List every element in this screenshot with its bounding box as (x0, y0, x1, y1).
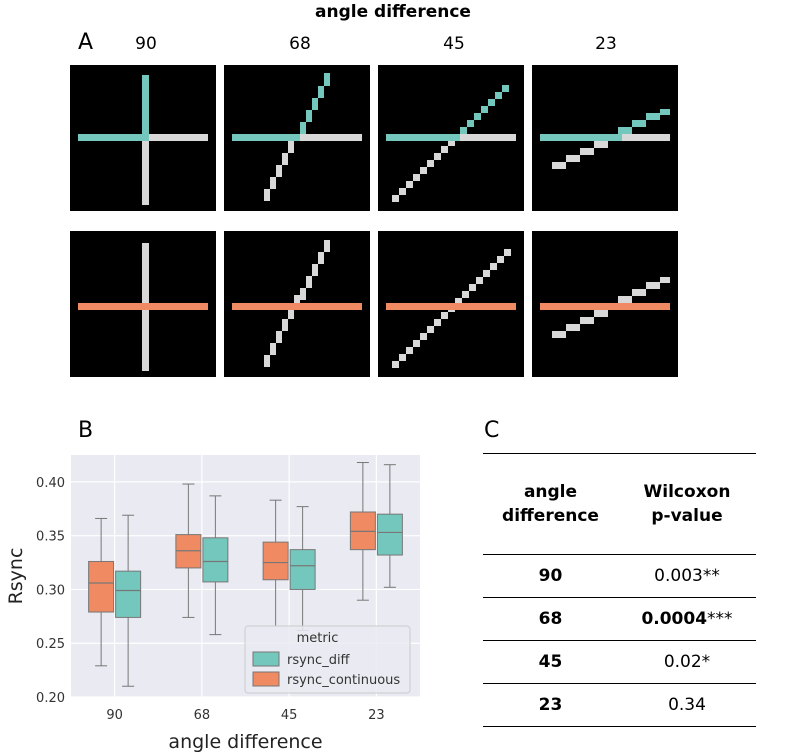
header-angle-difference: angle difference (483, 454, 618, 555)
table-row: 23 0.34 (483, 684, 756, 727)
legend-label-rsync_continuous: rsync_continuous (287, 673, 400, 688)
legend-title: metric (297, 631, 339, 646)
box-rsync_continuous (262, 541, 289, 581)
header-col1-line2: difference (502, 506, 599, 526)
row-pvalue: 0.34 (618, 684, 756, 727)
legend-swatch-rsync_diff (252, 651, 280, 667)
pvalue-text: 0.0004 (641, 609, 708, 629)
tile-row1-68 (224, 65, 370, 211)
y-tick-label: 0.40 (36, 476, 65, 491)
teal-stair-line (386, 85, 509, 141)
x-tick-label: 68 (194, 708, 211, 723)
table-row: 45 0.02* (483, 641, 756, 684)
table-row: 90 0.003** (483, 555, 756, 598)
teal-stair-line (540, 109, 670, 141)
col-label-90: 90 (135, 34, 157, 54)
y-tick-label: 0.20 (36, 691, 65, 706)
y-tick-label: 0.35 (36, 530, 65, 545)
tile-row2-68 (224, 231, 370, 377)
table-row: 68 0.0004*** (483, 598, 756, 641)
x-tick-label: 23 (368, 708, 385, 723)
tile-row1-90 (70, 65, 216, 211)
pvalue-text: 0.003 (654, 566, 703, 586)
pvalue-table: angle difference Wilcoxon p-value 90 0.0… (483, 453, 756, 727)
grey-stair-line (264, 240, 330, 367)
panel-a-title: angle difference (315, 2, 471, 22)
grey-stair-line (264, 134, 362, 201)
x-tick-label: 45 (281, 708, 298, 723)
box-rsync_continuous (88, 560, 115, 613)
row-pvalue: 0.02* (618, 641, 756, 684)
box-rsync_diff (289, 549, 316, 590)
x-tick-label: 90 (106, 708, 123, 723)
box-rsync_diff (115, 570, 142, 618)
grey-line (142, 133, 149, 205)
panel-c-letter: C (484, 418, 500, 443)
boxplot-chart: 0.20 0.25 0.30 0.35 0.40 90 68 45 23 angle differ… (5, 455, 420, 753)
teal-line (142, 75, 149, 141)
header-col2-line1: Wilcoxon (643, 482, 731, 502)
y-tick-label: 0.25 (36, 637, 65, 652)
legend-swatch-rsync_continuous (252, 671, 280, 687)
orange-line (78, 303, 208, 310)
orange-line (386, 303, 516, 310)
y-axis-label: Rsync (5, 548, 27, 605)
y-tick-label: 0.30 (36, 583, 65, 598)
grey-stair-line (552, 134, 670, 169)
significance-stars: *** (707, 609, 733, 629)
row-angle: 90 (538, 566, 563, 586)
tile-row2-90 (70, 231, 216, 377)
grey-stair-line (392, 134, 516, 202)
orange-line (232, 303, 362, 310)
x-axis-label: angle difference (168, 731, 322, 753)
teal-stair-line (232, 73, 330, 141)
panel-b-letter: B (78, 418, 94, 443)
panel-a-letter: A (78, 30, 94, 55)
row-angle: 23 (538, 695, 563, 715)
orange-line (540, 303, 670, 310)
tile-row2-45 (378, 231, 524, 377)
pvalue-text: 0.34 (668, 695, 706, 715)
header-col1-line1: angle (523, 482, 578, 502)
header-col2-line2: p-value (651, 506, 723, 526)
box-rsync_diff (376, 513, 403, 556)
legend-box (244, 625, 411, 694)
row-pvalue: 0.003** (618, 555, 756, 598)
grey-stair-line (552, 277, 670, 338)
tile-row1-23 (532, 65, 678, 211)
row-angle: 45 (538, 652, 563, 672)
tile-row2-23 (532, 231, 678, 377)
significance-stars: ** (702, 566, 720, 586)
pvalue-text: 0.02 (663, 652, 702, 672)
legend-label-rsync_diff: rsync_diff (287, 653, 351, 668)
col-label-23: 23 (595, 34, 617, 54)
tile-row1-45 (378, 65, 524, 211)
grey-line (149, 134, 208, 141)
header-wilcoxon: Wilcoxon p-value (618, 454, 756, 555)
row-angle: 68 (538, 609, 563, 629)
significance-stars: * (701, 652, 711, 672)
box-rsync_diff (202, 537, 229, 583)
teal-line (78, 134, 149, 141)
col-label-68: 68 (289, 34, 311, 54)
row-pvalue: 0.0004*** (618, 598, 756, 641)
table-header-row: angle difference Wilcoxon p-value (483, 453, 756, 555)
col-label-45: 45 (443, 34, 465, 54)
